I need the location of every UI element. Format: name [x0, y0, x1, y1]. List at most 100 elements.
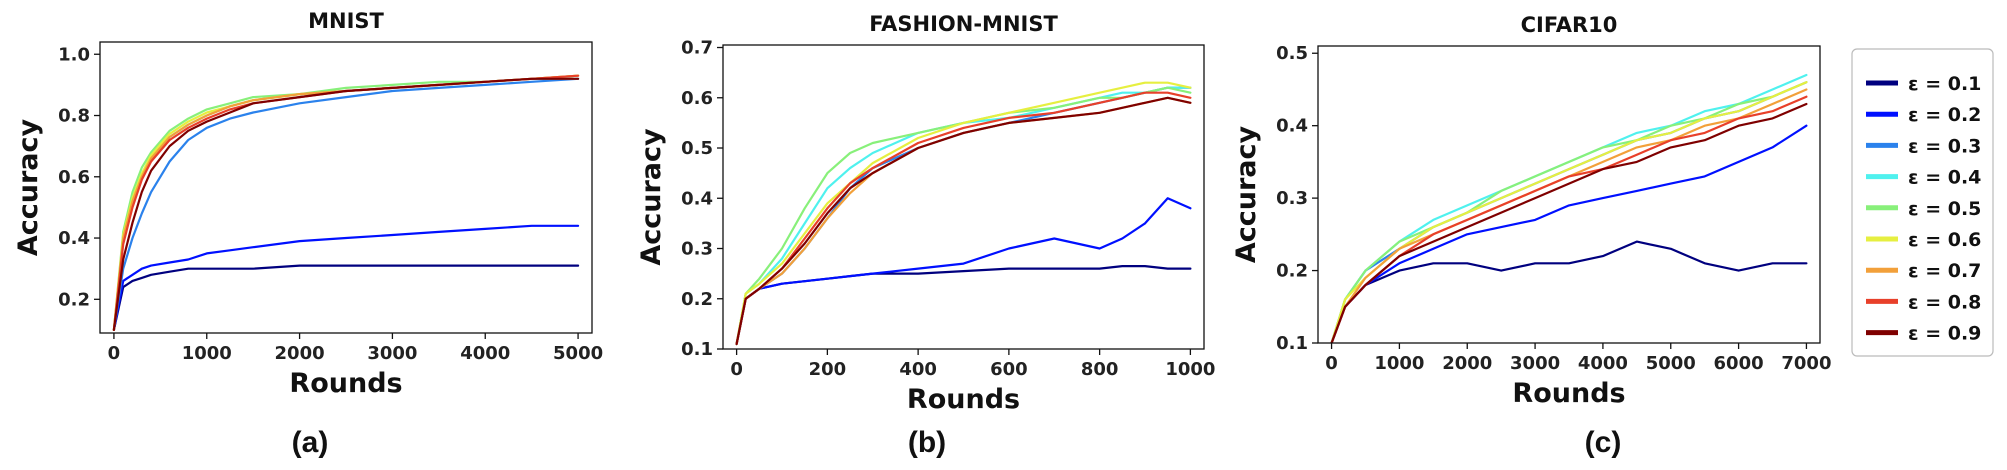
series-line-4 [1330, 73, 1808, 343]
y-tick-label: 0.8 [58, 106, 90, 127]
y-tick-label: 0.6 [58, 167, 90, 188]
x-tick-label: 5000 [1646, 353, 1696, 374]
x-tick-label: 400 [899, 359, 937, 380]
legend-label: ε = 0.8 [1908, 291, 1981, 313]
x-tick-label: 0 [730, 359, 743, 380]
series-line-3 [1330, 81, 1808, 343]
chart-panel-2: 0 200 400 600 800 1000 0.1 0.2 0.3 0.4 0.5 0.6 0.7 FA… [636, 12, 1215, 459]
chart-title: CIFAR10 [1521, 13, 1618, 37]
series-line-3 [112, 77, 580, 331]
legend-label: ε = 0.5 [1908, 198, 1981, 220]
series-line-4 [735, 86, 1192, 346]
chart-title: FASHION-MNIST [869, 12, 1058, 36]
x-tick-label: 1000 [1374, 353, 1424, 374]
x-tick-label: 5000 [553, 343, 603, 364]
x-tick-label: 2000 [275, 343, 325, 364]
x-tick-label: 4000 [1578, 353, 1628, 374]
series-line-8 [112, 74, 580, 331]
y-tick-label: 0.2 [58, 289, 90, 310]
legend-label: ε = 0.6 [1908, 229, 1981, 251]
panel-letter: (b) [908, 426, 946, 459]
x-tick-label: 200 [809, 359, 847, 380]
legend-label: ε = 0.3 [1908, 135, 1981, 157]
series-line-9 [112, 77, 580, 331]
legend-box [1851, 48, 1994, 357]
series-line-2 [735, 197, 1192, 346]
x-tick-label: 0 [1325, 353, 1338, 374]
legend-label: ε = 0.9 [1908, 323, 1981, 345]
series-group [1330, 73, 1808, 343]
chart-panel-3: 0 1000 2000 3000 4000 5000 6000 7000 0.1 0.2 0.3 0.… [1231, 13, 1831, 459]
legend-item: ε = 0.3 [1866, 135, 1981, 157]
x-tick-label: 600 [990, 359, 1028, 380]
series-line-2 [1330, 124, 1808, 343]
panel-letter: (c) [1585, 426, 1622, 459]
x-axis-label: Rounds [289, 368, 402, 399]
plot-frame [99, 41, 593, 334]
series-line-4 [112, 77, 580, 331]
y-tick-label: 0.2 [681, 289, 713, 310]
legend-item: ε = 0.9 [1866, 323, 1981, 345]
y-tick-label: 0.1 [1276, 333, 1308, 354]
series-line-8 [735, 91, 1192, 346]
x-tick-label: 800 [1081, 359, 1119, 380]
plot-frame [722, 44, 1205, 350]
legend: ε = 0.1 ε = 0.2 ε = 0.3 ε = 0.4 ε = 0.5 ε = 0… [1851, 48, 1994, 357]
y-tick-label: 0.3 [681, 239, 713, 260]
x-axis-label: Rounds [1512, 378, 1625, 409]
series-line-1 [112, 264, 580, 331]
x-tick-label: 2000 [1442, 353, 1492, 374]
legend-item: ε = 0.7 [1866, 260, 1981, 282]
series-line-1 [735, 265, 1192, 346]
series-line-5 [1330, 81, 1808, 343]
series-line-9 [1330, 102, 1808, 343]
x-tick-label: 1000 [182, 343, 232, 364]
y-tick-label: 0.5 [681, 138, 713, 159]
series-group [735, 81, 1192, 346]
y-tick-label: 0.4 [1276, 116, 1308, 137]
legend-label: ε = 0.1 [1908, 73, 1981, 95]
x-tick-label: 4000 [460, 343, 510, 364]
y-tick-label: 0.2 [1276, 261, 1308, 282]
y-tick-label: 0.4 [681, 188, 713, 209]
series-line-5 [735, 86, 1192, 346]
series-line-9 [735, 96, 1192, 346]
series-line-3 [735, 86, 1192, 346]
y-axis-label: Accuracy [1231, 125, 1262, 263]
plot-frame [1317, 45, 1821, 344]
x-tick-label: 7000 [1781, 353, 1831, 374]
series-line-5 [112, 74, 580, 331]
legend-item: ε = 0.1 [1866, 73, 1981, 95]
y-tick-label: 0.5 [1276, 43, 1308, 64]
chart-title: MNIST [308, 9, 384, 33]
y-tick-label: 0.4 [58, 228, 90, 249]
y-axis-label: Accuracy [13, 118, 44, 256]
legend-label: ε = 0.4 [1908, 167, 1981, 189]
chart-panels: 0 1000 2000 3000 4000 50000.20.40.60.81.0MNIS… [13, 9, 1831, 459]
y-tick-label: 1.0 [58, 44, 90, 65]
series-line-7 [112, 74, 580, 331]
panel-letter: (a) [292, 426, 329, 459]
legend-item: ε = 0.8 [1866, 291, 1981, 313]
series-line-8 [1330, 95, 1808, 343]
chart-panel-1: 0 1000 2000 3000 4000 5000 0.2 0.4 0.6 0.8 1.0 MNIS… [13, 9, 603, 459]
x-tick-label: 3000 [1510, 353, 1560, 374]
series-line-1 [1330, 240, 1808, 343]
series-group [112, 74, 580, 331]
series-line-7 [735, 96, 1192, 346]
series-line-6 [735, 81, 1192, 346]
legend-item: ε = 0.4 [1866, 167, 1981, 189]
x-tick-label: 3000 [367, 343, 417, 364]
legend-item: ε = 0.2 [1866, 104, 1981, 126]
y-tick-label: 0.7 [681, 38, 713, 59]
y-tick-label: 0.3 [1276, 188, 1308, 209]
y-tick-label: 0.6 [681, 88, 713, 109]
x-tick-label: 0 [108, 343, 121, 364]
x-tick-label: 1000 [1165, 359, 1215, 380]
legend-item: ε = 0.5 [1866, 198, 1981, 220]
series-line-6 [112, 74, 580, 331]
y-axis-label: Accuracy [636, 128, 667, 266]
x-axis-label: Rounds [907, 384, 1020, 415]
legend-label: ε = 0.2 [1908, 104, 1981, 126]
